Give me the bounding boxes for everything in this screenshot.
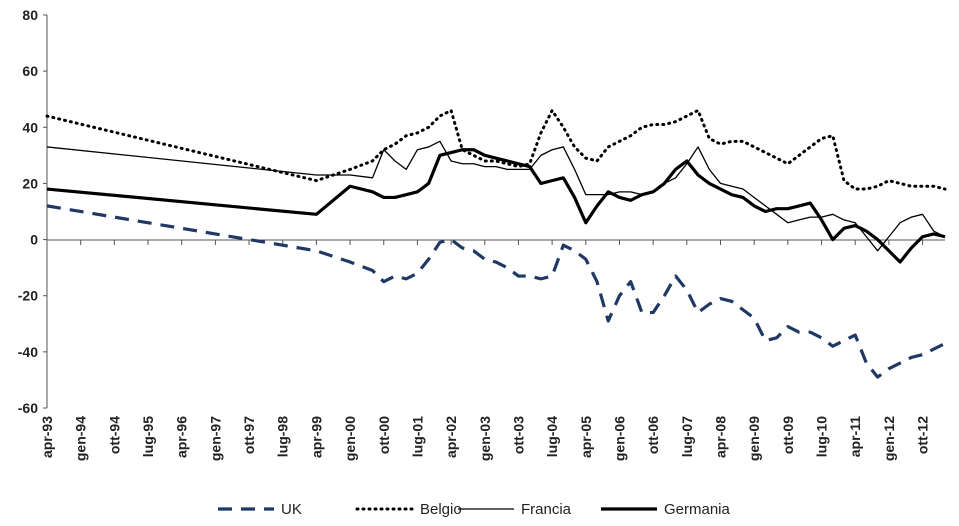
x-tick-label: gen-09: [746, 416, 762, 461]
legend-label-belgio: Belgio: [420, 501, 462, 518]
x-tick-label: lug-95: [140, 416, 156, 457]
x-axis-ticks: apr-93 gen-94 ott-94 lug-95 apr-96 gen-97 ott-…: [39, 240, 931, 461]
x-tick-label: lug-07: [679, 416, 695, 457]
x-tick-label: apr-02: [443, 416, 459, 458]
y-axis-ticks: -60 -40 -20 0 20 40 60 80: [18, 7, 47, 416]
legend-label-francia: Francia: [521, 501, 572, 518]
x-tick-label: gen-94: [73, 416, 89, 461]
x-tick-label: ott-00: [376, 416, 392, 454]
x-tick-label: gen-97: [207, 416, 223, 461]
y-tick-label: 40: [22, 119, 38, 135]
y-tick-label: 20: [22, 175, 38, 191]
x-tick-label: apr-05: [578, 416, 594, 458]
y-tick-label: 0: [30, 232, 38, 248]
legend: UK Belgio Francia Germania: [218, 501, 731, 518]
x-tick-label: ott-06: [645, 416, 661, 454]
x-tick-label: lug-98: [275, 416, 291, 457]
series-lines: [45, 108, 947, 379]
x-tick-label: apr-93: [39, 416, 55, 458]
y-tick-label: -40: [18, 344, 38, 360]
x-tick-label: ott-03: [510, 416, 526, 454]
x-tick-label: gen-03: [477, 416, 493, 461]
x-tick-label: apr-11: [847, 416, 863, 457]
y-tick-label: -20: [18, 288, 38, 304]
series-line-germania: [46, 148, 946, 264]
x-tick-label: ott-09: [780, 416, 796, 454]
x-tick-label: ott-94: [106, 416, 122, 454]
x-tick-label: lug-04: [544, 416, 560, 457]
x-tick-label: apr-99: [308, 416, 324, 458]
y-tick-label: 80: [22, 7, 38, 23]
x-tick-label: apr-96: [174, 416, 190, 458]
x-tick-label: ott-12: [915, 416, 931, 454]
x-tick-label: ott-97: [241, 416, 257, 454]
x-tick-label: apr-08: [713, 416, 729, 458]
legend-label-uk: UK: [281, 501, 302, 518]
x-tick-label: lug-10: [814, 416, 830, 457]
y-tick-label: -60: [18, 400, 38, 416]
x-tick-label: lug-01: [409, 416, 425, 457]
series-line-uk: [46, 204, 946, 379]
x-tick-label: gen-06: [611, 416, 627, 461]
legend-label-germania: Germania: [664, 501, 731, 518]
series-line-belgio: [45, 108, 947, 191]
x-tick-label: gen-00: [342, 416, 358, 461]
y-tick-label: 60: [22, 63, 38, 79]
x-tick-label: gen-12: [881, 416, 897, 461]
